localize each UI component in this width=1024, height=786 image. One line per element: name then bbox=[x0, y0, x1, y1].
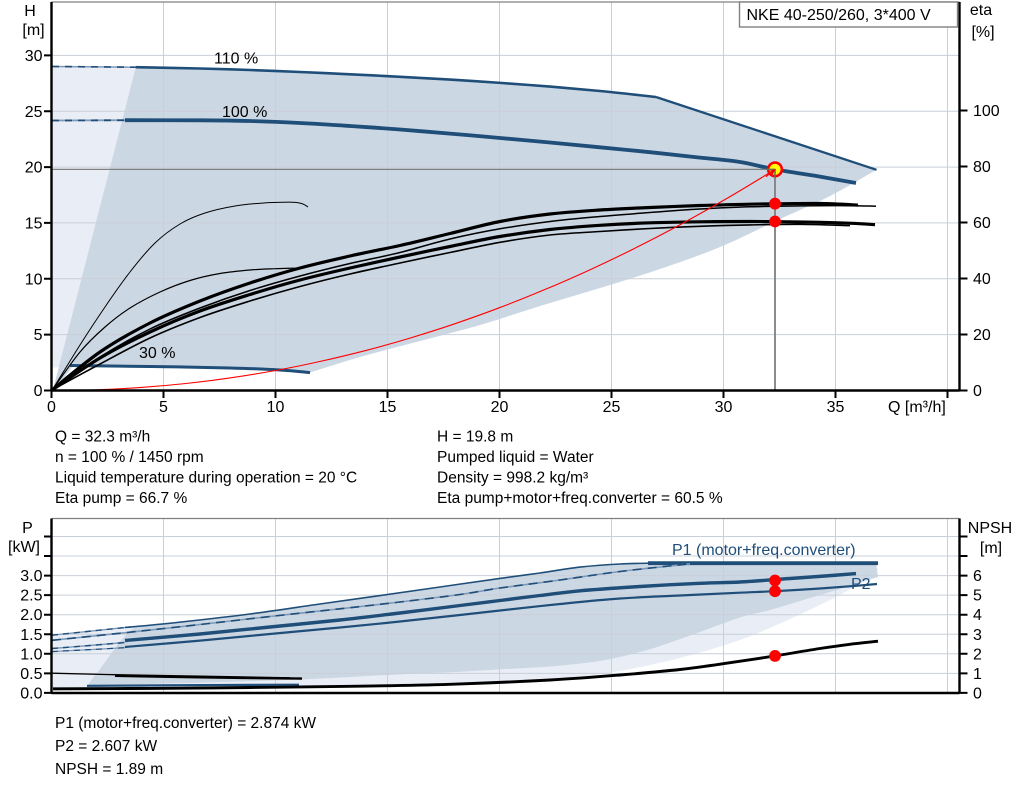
svg-text:Q = 32.3 m³/h: Q = 32.3 m³/h bbox=[55, 429, 150, 446]
svg-text:2.5: 2.5 bbox=[20, 588, 42, 605]
svg-text:[m]: [m] bbox=[22, 22, 44, 39]
svg-text:Eta pump+motor+freq.converter: Eta pump+motor+freq.converter = 60.5 % bbox=[437, 490, 723, 507]
svg-text:NPSH = 1.89 m: NPSH = 1.89 m bbox=[55, 761, 163, 778]
svg-text:1.5: 1.5 bbox=[20, 627, 42, 644]
svg-text:[m]: [m] bbox=[980, 540, 1002, 557]
svg-text:1: 1 bbox=[973, 666, 982, 683]
svg-text:Liquid temperature during oper: Liquid temperature during operation = 20… bbox=[55, 470, 357, 487]
svg-text:30: 30 bbox=[715, 399, 733, 416]
svg-text:H = 19.8 m: H = 19.8 m bbox=[437, 429, 513, 446]
svg-text:35: 35 bbox=[827, 399, 845, 416]
svg-text:Q [m³/h]: Q [m³/h] bbox=[888, 399, 946, 416]
svg-text:[%]: [%] bbox=[971, 24, 994, 41]
svg-text:5: 5 bbox=[973, 588, 982, 605]
svg-text:100 %: 100 % bbox=[222, 104, 267, 121]
svg-text:80: 80 bbox=[973, 159, 991, 176]
svg-text:1.0: 1.0 bbox=[20, 646, 42, 663]
svg-text:Pumped liquid = Water: Pumped liquid = Water bbox=[437, 449, 594, 466]
svg-text:110 %: 110 % bbox=[214, 51, 258, 68]
svg-text:P: P bbox=[22, 520, 33, 537]
svg-text:Eta pump = 66.7 %: Eta pump = 66.7 % bbox=[55, 490, 187, 507]
svg-text:6: 6 bbox=[973, 568, 982, 585]
svg-text:[kW]: [kW] bbox=[8, 539, 40, 556]
svg-text:eta: eta bbox=[970, 2, 992, 19]
svg-text:2: 2 bbox=[973, 646, 982, 663]
svg-text:P2 = 2.607 kW: P2 = 2.607 kW bbox=[55, 738, 157, 755]
svg-text:5: 5 bbox=[34, 327, 43, 344]
svg-text:0.5: 0.5 bbox=[20, 666, 42, 683]
svg-text:P1 (motor+freq.converter): P1 (motor+freq.converter) bbox=[672, 542, 856, 559]
svg-text:n = 100 % / 1450 rpm: n = 100 % / 1450 rpm bbox=[55, 449, 204, 466]
svg-text:Density = 998.2 kg/m³: Density = 998.2 kg/m³ bbox=[437, 470, 588, 487]
svg-text:100: 100 bbox=[973, 103, 1000, 120]
svg-text:20: 20 bbox=[25, 160, 43, 177]
svg-text:30: 30 bbox=[25, 48, 43, 65]
svg-text:10: 10 bbox=[25, 271, 43, 288]
svg-text:0: 0 bbox=[47, 399, 56, 416]
svg-text:H: H bbox=[24, 3, 36, 20]
svg-text:30 %: 30 % bbox=[139, 345, 175, 362]
svg-text:40: 40 bbox=[973, 271, 991, 288]
svg-text:0: 0 bbox=[973, 685, 982, 702]
svg-text:25: 25 bbox=[603, 399, 621, 416]
svg-text:0: 0 bbox=[34, 383, 43, 400]
svg-text:60: 60 bbox=[973, 215, 991, 232]
svg-text:20: 20 bbox=[491, 399, 509, 416]
svg-text:5: 5 bbox=[159, 399, 168, 416]
svg-text:15: 15 bbox=[25, 215, 43, 232]
svg-text:NPSH: NPSH bbox=[968, 520, 1012, 537]
svg-text:3.0: 3.0 bbox=[20, 568, 42, 585]
svg-text:NKE 40-250/260, 3*400 V: NKE 40-250/260, 3*400 V bbox=[747, 7, 931, 24]
svg-text:0: 0 bbox=[973, 383, 982, 400]
svg-text:0.0: 0.0 bbox=[20, 685, 42, 702]
svg-text:10: 10 bbox=[267, 399, 285, 416]
svg-text:P1 (motor+freq.converter) = 2.: P1 (motor+freq.converter) = 2.874 kW bbox=[55, 715, 316, 732]
svg-text:2.0: 2.0 bbox=[20, 607, 42, 624]
svg-text:P2: P2 bbox=[851, 576, 871, 593]
svg-text:15: 15 bbox=[379, 399, 397, 416]
svg-text:4: 4 bbox=[973, 607, 982, 624]
svg-text:20: 20 bbox=[973, 327, 991, 344]
svg-text:25: 25 bbox=[25, 104, 43, 121]
svg-text:3: 3 bbox=[973, 627, 982, 644]
